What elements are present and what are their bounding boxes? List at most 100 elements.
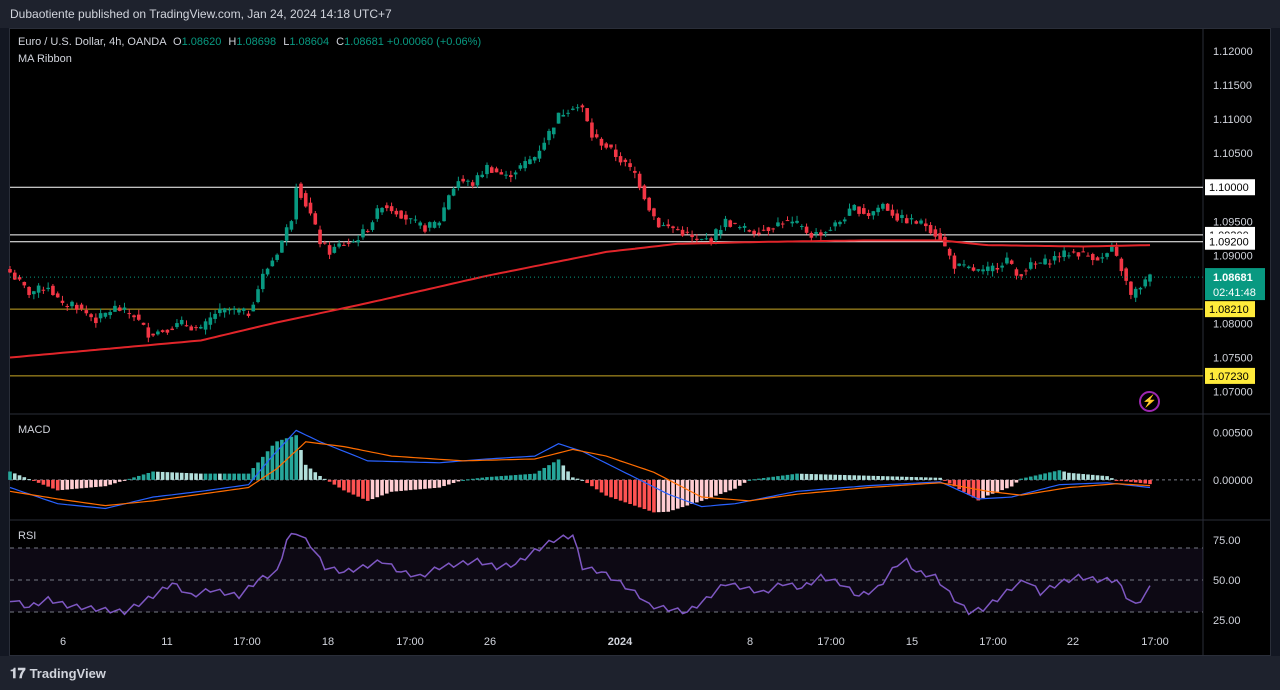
candle-body	[690, 234, 694, 238]
macd-histogram-bar	[170, 472, 174, 480]
indicator-legend[interactable]: MA Ribbon	[18, 53, 72, 65]
high-value: 1.08698	[236, 36, 277, 48]
candle-body	[952, 255, 957, 269]
macd-histogram-bar	[303, 464, 308, 480]
candle-body	[785, 220, 790, 222]
macd-histogram-bar	[747, 479, 752, 481]
close-value: 1.08681	[344, 36, 384, 48]
candle-body	[323, 242, 327, 244]
macd-tick-label: 0.00500	[1213, 427, 1253, 439]
macd-histogram-bar	[399, 479, 403, 491]
macd-histogram-bar	[876, 475, 880, 480]
candle-body	[394, 210, 399, 215]
publish-header: Dubaotiente published on TradingView.com…	[0, 0, 1280, 28]
candle-body	[189, 326, 194, 331]
macd-histogram-bar	[895, 476, 899, 480]
candle-body	[852, 204, 857, 211]
macd-histogram-bar	[547, 465, 551, 480]
candle-body	[1138, 287, 1143, 290]
candle-body	[251, 304, 256, 312]
candle-body	[1067, 255, 1071, 257]
candle-body	[594, 134, 599, 138]
candle-body	[695, 238, 699, 240]
candle-body	[771, 228, 775, 230]
lightning-icon[interactable]: ⚡	[1139, 391, 1160, 412]
macd-histogram-bar	[65, 479, 70, 490]
macd-histogram-bar	[103, 479, 108, 487]
candle-body	[795, 220, 799, 223]
macd-histogram-bar	[1119, 479, 1124, 481]
macd-histogram-bar	[585, 479, 589, 484]
candle-body	[1009, 260, 1014, 264]
candle-body	[957, 263, 962, 266]
macd-histogram-bar	[671, 479, 675, 511]
macd-histogram-bar	[79, 479, 84, 489]
macd-histogram-bar	[1148, 479, 1152, 485]
candle-body	[823, 232, 828, 234]
macd-histogram-bar	[814, 474, 818, 480]
candle-body	[194, 327, 198, 329]
candle-body	[866, 213, 871, 216]
macd-histogram-bar	[1133, 479, 1138, 483]
macd-histogram-bar	[828, 474, 833, 480]
candle-body	[1057, 256, 1062, 258]
chart-frame	[9, 28, 1271, 656]
candle-body	[141, 322, 146, 325]
macd-histogram-bar	[294, 435, 298, 480]
macd-histogram-bar	[866, 475, 871, 480]
macd-histogram-bar	[1086, 474, 1090, 480]
macd-histogram-bar	[900, 476, 904, 480]
candle-body	[928, 225, 933, 234]
candle-body	[518, 165, 523, 169]
candle-body	[900, 215, 904, 218]
macd-histogram-bar	[351, 479, 356, 495]
macd-histogram-bar	[394, 479, 399, 492]
candle-body	[494, 168, 499, 173]
macd-histogram-bar	[165, 472, 170, 480]
candle-body	[160, 330, 165, 332]
macd-histogram-bar	[413, 479, 418, 490]
candle-body	[456, 181, 461, 189]
price-tick-label: 1.11000	[1213, 114, 1252, 126]
tradingview-logo[interactable]: 𝟏𝟕 TradingView	[10, 665, 106, 682]
candle-body	[413, 219, 418, 221]
candle-body	[332, 246, 337, 253]
macd-histogram-bar	[566, 471, 570, 480]
candle-body	[1090, 254, 1095, 261]
candle-body	[337, 243, 341, 247]
publish-text: Dubaotiente published on TradingView.com…	[10, 7, 392, 21]
macd-histogram-bar	[194, 473, 198, 480]
candle-body	[213, 313, 217, 319]
macd-histogram-bar	[1076, 473, 1081, 480]
symbol-name: Euro / U.S. Dollar, 4h, OANDA	[18, 36, 166, 48]
candle-body	[270, 260, 275, 267]
candle-body	[418, 222, 423, 226]
macd-histogram-bar	[1005, 479, 1009, 489]
macd-histogram-bar	[404, 479, 408, 491]
last-price-label: 1.08681	[1213, 272, 1253, 284]
macd-histogram-bar	[27, 479, 31, 481]
macd-histogram-bar	[838, 474, 842, 480]
candle-body	[995, 268, 1000, 270]
macd-histogram-bar	[528, 473, 532, 480]
macd-histogram-bar	[933, 477, 938, 480]
rsi-legend[interactable]: RSI	[18, 530, 37, 542]
candle-body	[208, 317, 213, 325]
candle-body	[1095, 257, 1100, 261]
candle-body	[303, 193, 308, 207]
level-price-label: 1.09200	[1209, 237, 1249, 249]
candle-body	[675, 229, 680, 231]
macd-histogram-bar	[1019, 478, 1024, 480]
macd-histogram-bar	[580, 479, 585, 481]
candle-body	[451, 188, 456, 196]
candle-body	[466, 180, 470, 182]
candle-body	[504, 174, 508, 176]
macd-legend[interactable]: MACD	[18, 424, 51, 436]
macd-histogram-bar	[346, 479, 351, 493]
macd-histogram-bar	[70, 479, 74, 490]
macd-histogram-bar	[113, 479, 117, 484]
ma-ribbon-line	[9, 239, 1151, 359]
macd-histogram-bar	[89, 479, 93, 488]
